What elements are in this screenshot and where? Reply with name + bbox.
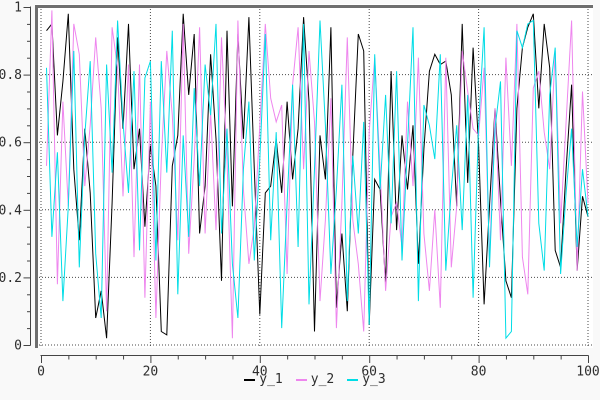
x-tick-label: 40 [252, 365, 268, 380]
legend-item-y1: y_1 [244, 372, 283, 387]
series-line-y_3 [46, 19, 589, 340]
legend-item-y3: y_3 [347, 372, 386, 387]
legend-item-y2: y_2 [295, 372, 335, 387]
legend-label-y2: y_2 [310, 372, 335, 387]
x-tick-label: 0 [37, 365, 45, 380]
y-tick-label: 1 [14, 1, 22, 16]
y-tick-label: 0 [14, 339, 22, 354]
x-tick-label: 20 [143, 365, 159, 380]
plot-frame [35, 5, 593, 348]
y-tick-label: 0.2 [0, 271, 22, 286]
y-tick-label: 0.6 [0, 136, 22, 151]
y-tick-label: 0.8 [0, 68, 22, 83]
axes [23, 6, 589, 363]
x-tick-label: 80 [471, 365, 487, 380]
legend-line-sample-y2 [295, 378, 307, 381]
y-tick-label: 0.4 [0, 203, 22, 218]
legend-label-y3: y_3 [362, 372, 386, 387]
legend: y_1 y_2 y_3 [30, 373, 600, 386]
legend-label-y1: y_1 [259, 372, 283, 387]
x-tick-label: 60 [361, 365, 377, 380]
legend-line-sample-y1 [244, 378, 256, 381]
legend-line-sample-y3 [347, 378, 359, 381]
data-series [46, 10, 589, 340]
x-tick-label: 100 [576, 365, 599, 380]
tick-labels: 0 0.2 0.4 0.6 0.8 1 0 20 40 60 80 100 [0, 1, 600, 380]
